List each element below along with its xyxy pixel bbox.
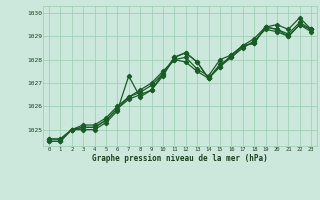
X-axis label: Graphe pression niveau de la mer (hPa): Graphe pression niveau de la mer (hPa) xyxy=(92,154,268,163)
